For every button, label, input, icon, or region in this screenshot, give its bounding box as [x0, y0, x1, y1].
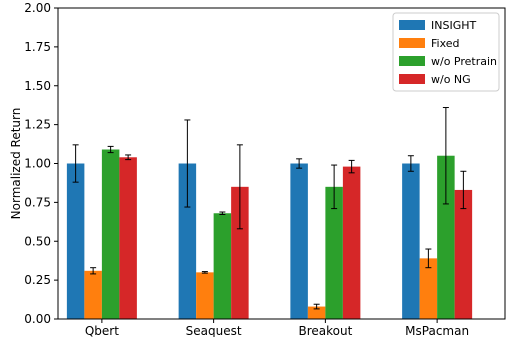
y-axis-label: Normalized Return	[9, 108, 23, 220]
error-bar	[407, 155, 414, 172]
legend-label: w/o Pretrain	[431, 55, 497, 68]
error-bar	[219, 211, 226, 216]
bar-insight-qbert	[66, 163, 85, 319]
legend-swatch	[399, 20, 425, 30]
error-bar	[425, 248, 432, 269]
error-bar	[460, 170, 467, 210]
legend-label: w/o NG	[431, 73, 471, 86]
x-tick-label: Qbert	[85, 324, 119, 337]
error-bar	[125, 154, 132, 161]
y-tick-label: 0.25	[24, 273, 51, 287]
error-bar	[296, 158, 303, 169]
legend-label: INSIGHT	[431, 19, 476, 32]
bar-fixed-mspacman	[419, 258, 438, 319]
bar-insight-breakout	[290, 163, 308, 319]
x-tick-label: MsPacman	[405, 324, 469, 337]
legend-swatch	[399, 38, 425, 48]
x-tick-label: Seaquest	[186, 324, 242, 337]
y-tick-label: 1.50	[24, 79, 51, 93]
error-bar	[348, 159, 355, 174]
legend-box	[392, 12, 500, 92]
error-bar	[201, 271, 208, 274]
bar-w-o-ng-mspacman	[454, 189, 473, 319]
y-tick-label: 1.25	[24, 118, 51, 132]
y-tick-label: 0.00	[24, 312, 51, 326]
error-bar	[442, 107, 449, 205]
bar-w-o-ng-breakout	[342, 166, 361, 319]
chart-marks: 0.00 0.25 0.50 0.75 1.00 1.25 1.50 1.75 2.00 Qber…	[24, 1, 506, 337]
error-bar	[331, 164, 338, 210]
y-tick-label: 2.00	[24, 1, 51, 15]
error-bar	[90, 267, 97, 275]
error-bar	[107, 145, 114, 154]
legend-swatch	[399, 74, 425, 84]
bar-w-o-pretrain-breakout	[325, 186, 343, 319]
bar-w-o-ng-qbert	[119, 157, 137, 319]
bar-w-o-ng-seaquest	[231, 186, 249, 319]
bar-fixed-seaquest	[196, 272, 214, 319]
x-tick-label: Breakout	[298, 324, 352, 337]
error-bar	[184, 119, 191, 208]
bar-fixed-qbert	[84, 270, 102, 319]
bar-w-o-pretrain-mspacman	[437, 155, 455, 319]
error-bar	[313, 303, 320, 310]
y-tick-label: 0.75	[24, 195, 51, 209]
bar-insight-seaquest	[178, 163, 197, 319]
error-bar	[72, 144, 79, 183]
y-tick-label: 1.00	[24, 157, 51, 171]
y-tick-label: 1.75	[24, 40, 51, 54]
bar-w-o-pretrain-qbert	[101, 149, 120, 319]
error-bar	[236, 144, 243, 230]
legend-label: Fixed	[431, 37, 460, 50]
legend-swatch	[399, 56, 425, 66]
bar-fixed-breakout	[307, 306, 326, 319]
bar-w-o-pretrain-seaquest	[213, 213, 232, 319]
legend: INSIGHT Fixed w/o Pretrain w/o NG	[392, 12, 500, 92]
bar-insight-mspacman	[402, 163, 420, 319]
y-tick-label: 0.50	[24, 234, 51, 248]
